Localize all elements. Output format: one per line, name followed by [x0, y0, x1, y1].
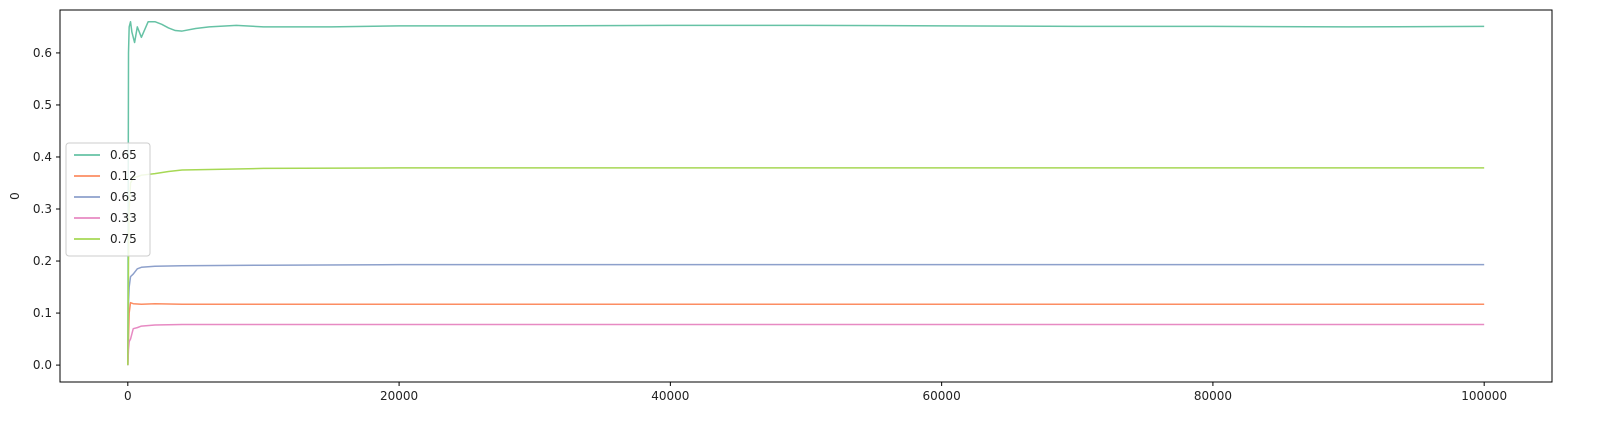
- y-tick-label: 0.4: [33, 150, 52, 164]
- x-tick-label: 40000: [651, 389, 689, 403]
- y-tick-label: 0.2: [33, 254, 52, 268]
- y-axis-label: 0: [8, 192, 22, 200]
- series-line-2: [127, 263, 1485, 366]
- legend-label: 0.75: [110, 232, 137, 246]
- series-line-0: [127, 20, 1485, 366]
- x-tick-label: 0: [124, 389, 132, 403]
- series-line-1: [127, 301, 1485, 366]
- series-lines: [127, 20, 1485, 366]
- x-tick-label: 20000: [380, 389, 418, 403]
- legend: 0.65 0.12 0.63 0.33 0.75: [65, 142, 151, 257]
- series-line-3: [127, 323, 1485, 366]
- x-axis-ticks: 0 20000 40000 60000 80000 100000: [124, 382, 1507, 403]
- plot-frame: [59, 9, 1553, 383]
- legend-label: 0.12: [110, 169, 137, 183]
- legend-box: [65, 142, 151, 257]
- y-tick-label: 0.0: [33, 358, 52, 372]
- y-tick-label: 0.3: [33, 202, 52, 216]
- y-tick-label: 0.5: [33, 98, 52, 112]
- y-axis-ticks: 0.0 0.1 0.2 0.3 0.4 0.5 0.6: [33, 46, 60, 372]
- legend-label: 0.63: [110, 190, 137, 204]
- x-tick-label: 60000: [923, 389, 961, 403]
- plot-background: [60, 10, 1552, 382]
- x-tick-label: 80000: [1194, 389, 1232, 403]
- y-tick-label: 0.6: [33, 46, 52, 60]
- legend-label: 0.33: [110, 211, 137, 225]
- y-tick-label: 0.1: [33, 306, 52, 320]
- x-tick-label: 100000: [1461, 389, 1507, 403]
- legend-label: 0.65: [110, 148, 137, 162]
